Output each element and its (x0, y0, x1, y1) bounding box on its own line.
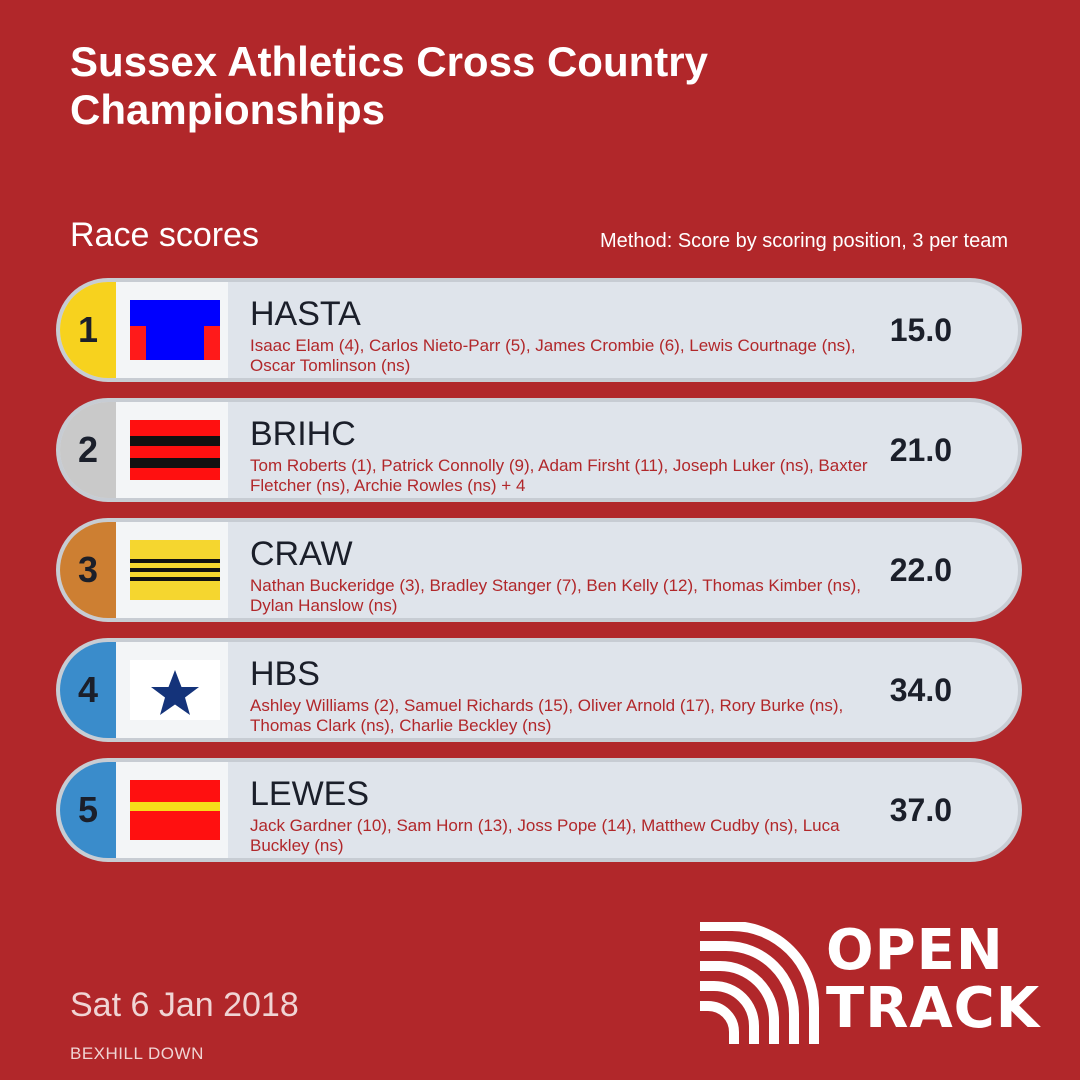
event-venue: BEXHILL DOWN (70, 1044, 204, 1063)
rank-badge: 2 (60, 402, 116, 498)
result-row-2[interactable]: 2 BRIHC Tom Roberts (1), Patrick Connoll… (56, 398, 1022, 502)
team-score: 37.0 (889, 791, 952, 828)
team-members: Tom Roberts (1), Patrick Connolly (9), A… (250, 456, 868, 495)
page-title: Sussex Athletics Cross Country Champions… (70, 38, 970, 134)
team-score: 21.0 (889, 431, 952, 468)
rank-badge: 4 (60, 642, 116, 738)
team-members: Jack Gardner (10), Sam Horn (13), Joss P… (250, 816, 840, 855)
rank-badge: 5 (60, 762, 116, 858)
team-name: HASTA (250, 295, 361, 333)
opentrack-logo: OPEN TRACK (692, 922, 1048, 1048)
scoring-method: Method: Score by scoring position, 3 per… (600, 230, 1008, 252)
brihc-flag-icon (130, 420, 220, 480)
rank-badge: 3 (60, 522, 116, 618)
rank-badge: 1 (60, 282, 116, 378)
lewes-flag-icon (130, 780, 220, 840)
section-subtitle: Race scores (70, 216, 259, 254)
logo-word-track: TRACK (826, 976, 1041, 1041)
team-name: LEWES (250, 775, 370, 813)
result-row-1[interactable]: 1 HASTA Isaac Elam (4), Carlos Nieto-Par… (56, 278, 1022, 382)
team-name: CRAW (250, 535, 353, 573)
team-name: HBS (250, 655, 320, 693)
track-lanes-icon (700, 922, 819, 1044)
team-score: 15.0 (889, 311, 952, 348)
event-date: Sat 6 Jan 2018 (70, 986, 299, 1024)
craw-flag-icon (130, 540, 220, 600)
team-members: Isaac Elam (4), Carlos Nieto-Parr (5), J… (250, 336, 856, 375)
result-row-4[interactable]: 4 HBS Ashley Williams (2), Samuel Richar… (56, 638, 1022, 742)
team-name: BRIHC (250, 415, 356, 453)
team-score: 22.0 (889, 551, 952, 588)
team-members: Ashley Williams (2), Samuel Richards (15… (250, 696, 844, 735)
logo-word-open: OPEN (826, 918, 1004, 983)
title-line-1: Sussex Athletics Cross Country (70, 38, 708, 85)
result-row-5[interactable]: 5 LEWES Jack Gardner (10), Sam Horn (13)… (56, 758, 1022, 862)
team-score: 34.0 (889, 671, 952, 708)
team-members: Nathan Buckeridge (3), Bradley Stanger (… (250, 576, 862, 615)
result-row-3[interactable]: 3 CRAW Nathan Buckeridge (3), Bradley St… (56, 518, 1022, 622)
hasta-flag-icon (130, 300, 220, 360)
title-line-2: Championships (70, 86, 386, 133)
hbs-flag-icon (130, 660, 220, 720)
